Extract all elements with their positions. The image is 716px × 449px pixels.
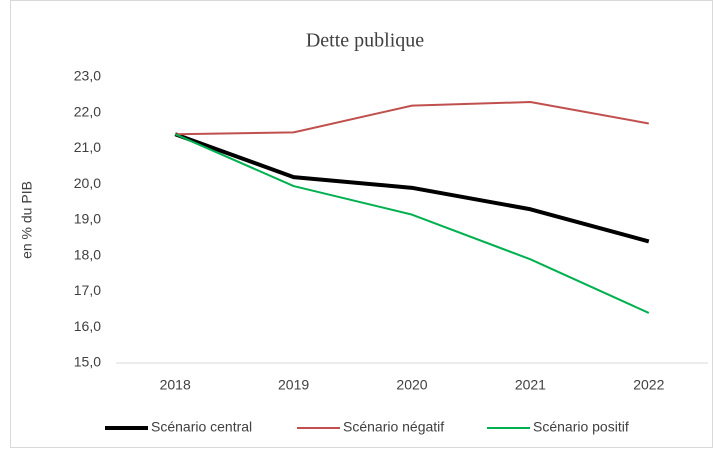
y-tick-label: 16,0 [74,318,101,334]
y-tick-label: 23,0 [74,68,101,84]
series-line [174,132,650,244]
x-tick-label: 2018 [160,377,191,393]
chart-frame [10,0,713,448]
x-tick-label: 2022 [633,377,664,393]
legend-label: Scénario négatif [343,419,444,435]
y-tick-label: 18,0 [74,246,101,262]
x-tick-label: 2019 [278,377,309,393]
y-tick-label: 21,0 [74,139,101,155]
x-tick-label: 2021 [515,377,546,393]
y-tick-label: 19,0 [74,211,101,227]
y-tick-label: 20,0 [74,175,101,191]
y-axis-label: en % du PIB [19,181,35,259]
series-line [175,101,649,136]
y-tick-label: 22,0 [74,103,101,119]
chart-title: Dette publique [306,30,424,52]
y-tick-label: 17,0 [74,282,101,298]
series-line [174,133,650,314]
x-tick-label: 2020 [396,377,427,393]
y-tick-label: 15,0 [74,354,101,370]
legend-label: Scénario positif [533,419,629,435]
legend-label: Scénario central [151,419,252,435]
